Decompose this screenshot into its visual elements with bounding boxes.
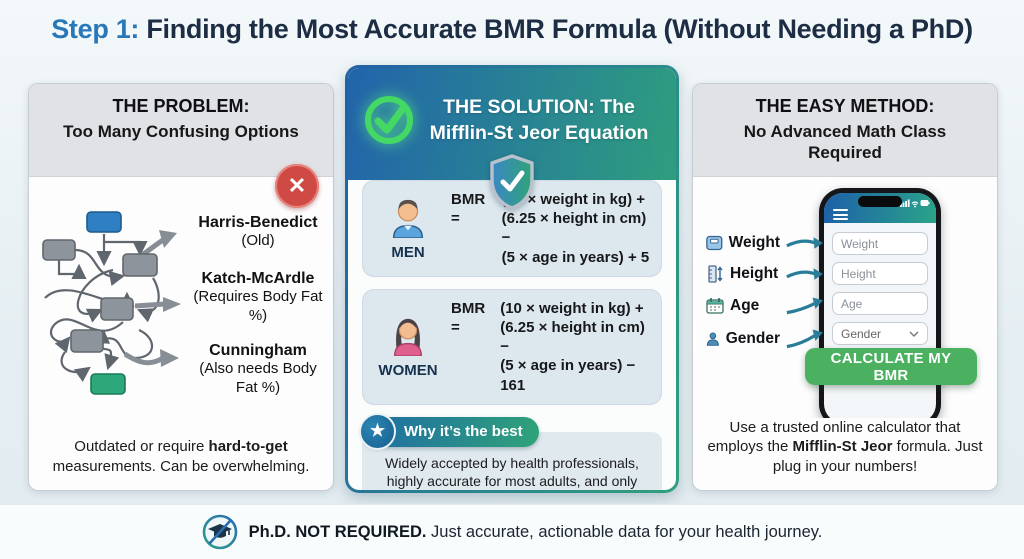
footer-bold: Ph.D. NOT REQUIRED. — [248, 522, 427, 541]
age-legend-row: Age — [705, 294, 823, 318]
chevron-down-icon — [909, 331, 919, 337]
problem-heading: THE PROBLEM: — [112, 96, 250, 116]
gender-select[interactable]: Gender — [832, 322, 928, 345]
height-input[interactable] — [832, 262, 928, 285]
height-ruler-icon — [708, 265, 723, 283]
solution-title-line2: Mifflin-St Jeor Equation — [429, 122, 649, 144]
men-avatar-box: MEN — [373, 196, 443, 261]
formula-line: (5 × age in years) + 5 — [501, 248, 650, 266]
problem-panel: THE PROBLEM: Too Many Confusing Options … — [28, 83, 334, 491]
bmr-label: BMR = — [451, 299, 486, 336]
menu-icon[interactable] — [833, 209, 848, 223]
confusing-flowchart-diagram — [42, 211, 181, 395]
phone-screen: Gender — [824, 193, 936, 423]
arrow-icon — [786, 268, 823, 280]
weight-legend-row: Weight — [705, 231, 823, 255]
age-calendar-icon — [706, 298, 724, 314]
formula-line: (10 × weight in kg) + — [501, 191, 646, 208]
footer-tagline: Ph.D. NOT REQUIRED. Just accurate, actio… — [249, 523, 823, 542]
easy-footer: Use a trusted online calculator that emp… — [707, 417, 983, 476]
formula-label-harris-benedict: Harris-Benedict (Old) — [187, 214, 329, 251]
women-formula-card: WOMEN BMR = (10 × weight in kg) + (6.25 … — [362, 288, 662, 405]
phone-mockup: Gender — [819, 188, 941, 428]
arrow-icon — [786, 297, 823, 315]
gender-label: Gender — [725, 330, 780, 347]
title-text: Finding the Most Accurate BMR Formula (W… — [139, 14, 973, 44]
women-formula: BMR = (10 × weight in kg) + (6.25 × heig… — [451, 299, 651, 395]
footer-text: Just accurate, actionable data for your … — [426, 522, 823, 541]
formula-line: (5 × age in years) − 161 — [500, 357, 636, 394]
footer-text: measurements. Can be overwhelming. — [52, 457, 310, 475]
formula-line: (10 × weight in kg) + — [500, 299, 644, 317]
formula-line: (6.25 × height in cm) − — [501, 210, 647, 247]
why-best-section: ★ Why it’s the best Widely accepted by h… — [359, 412, 662, 490]
woman-avatar-icon — [393, 318, 423, 357]
formula-note: (Requires Body Fat %) — [193, 288, 323, 324]
footer-text: Use a trusted online calculator that emp… — [707, 418, 961, 456]
formula-note: (Old) — [241, 232, 275, 249]
formula-label-katch-mcardle: Katch-McArdle (Requires Body Fat %) — [187, 270, 329, 326]
formula-name: Katch-McArdle — [201, 270, 315, 287]
easy-subheading: No Advanced Math Class Required — [743, 122, 947, 163]
shield-check-icon — [490, 154, 534, 210]
easy-header: THE EASY METHOD: No Advanced Math Class … — [693, 84, 997, 177]
height-legend-row: Height — [705, 262, 823, 286]
reject-icon: ✕ — [275, 164, 319, 208]
problem-subheading: Too Many Confusing Options — [63, 122, 299, 141]
phone-camera-island — [858, 196, 902, 207]
why-best-label: Why it’s the best — [404, 423, 523, 441]
easy-method-panel: THE EASY METHOD: No Advanced Math Class … — [692, 83, 998, 491]
formula-name: Harris-Benedict — [198, 214, 318, 231]
solution-title-line1: THE SOLUTION: The — [443, 95, 635, 118]
men-label: MEN — [391, 243, 425, 261]
gender-legend-row: Gender — [705, 327, 823, 351]
footer-bar: Ph.D. NOT REQUIRED. Just accurate, actio… — [0, 504, 1024, 559]
arrow-icon — [786, 329, 823, 349]
formula-note: (Also needs Body Fat %) — [199, 360, 317, 396]
solution-panel: THE SOLUTION: The Mifflin-St Jeor Equati… — [345, 65, 679, 493]
formula-label-cunningham: Cunningham (Also needs Body Fat %) — [187, 342, 329, 398]
problem-header: THE PROBLEM: Too Many Confusing Options — [29, 84, 333, 177]
footer-text: formula. Just plug in your numbers! — [772, 438, 983, 475]
age-label: Age — [730, 297, 760, 314]
page-title: Step 1: Finding the Most Accurate BMR Fo… — [0, 14, 1024, 45]
formula-line: (6.25 × height in cm) − — [500, 318, 645, 356]
step-label: Step 1: — [51, 14, 140, 44]
bmr-label: BMR = — [451, 191, 486, 228]
height-label: Height — [730, 265, 779, 282]
easy-heading: THE EASY METHOD: — [755, 96, 935, 116]
weight-scale-icon — [706, 235, 723, 251]
footer-bold: Mifflin-St Jeor — [792, 438, 893, 455]
status-bar-icons — [900, 199, 930, 208]
men-formula: BMR = (10 × weight in kg) + (6.25 × heig… — [451, 190, 651, 267]
calculator-form: Gender — [824, 223, 936, 345]
solution-title: THE SOLUTION: The Mifflin-St Jeor Equati… — [418, 94, 660, 147]
man-avatar-icon — [392, 199, 424, 239]
star-icon: ★ — [359, 412, 396, 450]
why-best-badge: ★ Why it’s the best — [359, 412, 539, 450]
gender-select-value: Gender — [841, 326, 882, 341]
formula-name: Cunningham — [209, 342, 307, 359]
no-phd-icon — [202, 514, 237, 550]
gender-person-icon — [706, 332, 719, 346]
problem-footer: Outdated or require hard-to-get measurem… — [43, 437, 319, 476]
check-circle-icon — [365, 96, 413, 144]
footer-bold: hard-to-get — [208, 438, 288, 455]
footer-text: Outdated or require — [74, 438, 209, 455]
calculate-bmr-button[interactable]: CALCULATE MY BMR — [805, 348, 977, 385]
women-avatar-box: WOMEN — [373, 314, 443, 379]
weight-label: Weight — [728, 234, 780, 251]
weight-input[interactable] — [832, 232, 928, 255]
women-label: WOMEN — [378, 362, 438, 380]
age-input[interactable] — [832, 292, 928, 315]
arrow-icon — [786, 237, 823, 249]
